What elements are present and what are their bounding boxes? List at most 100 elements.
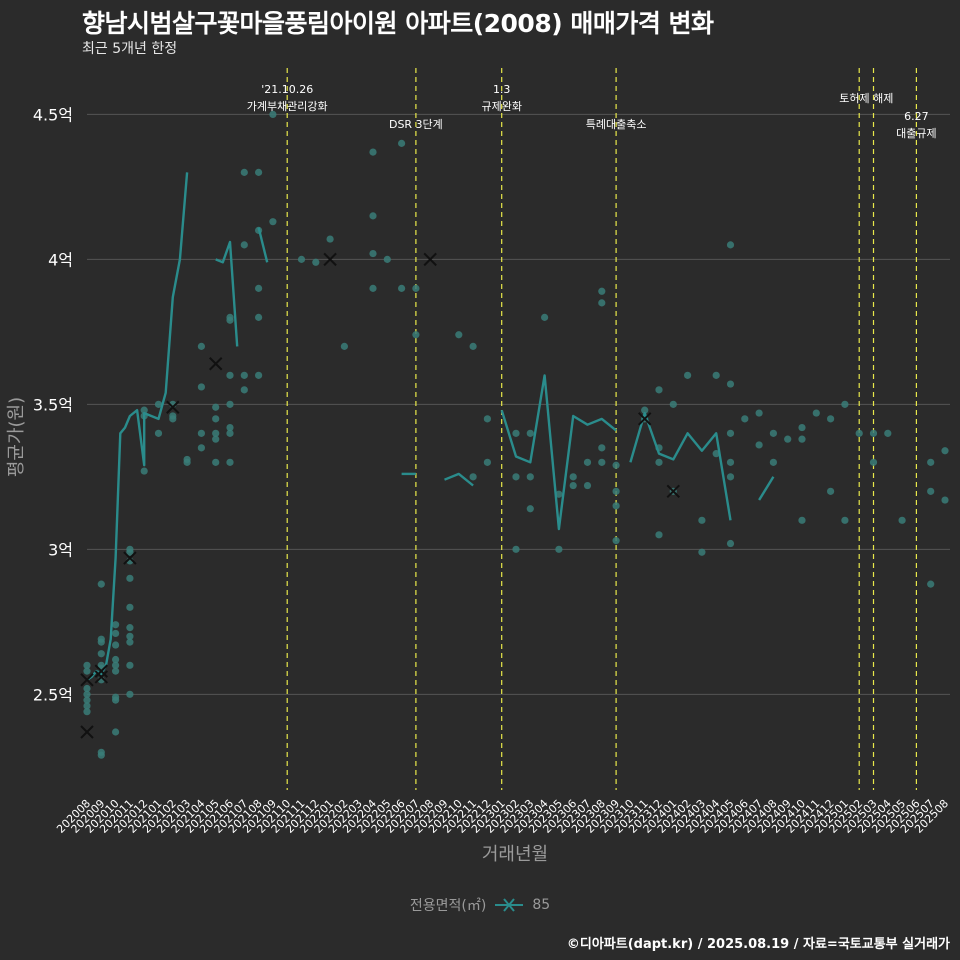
transaction-point bbox=[412, 331, 420, 339]
transaction-point bbox=[183, 455, 191, 464]
transaction-point bbox=[583, 481, 592, 490]
transaction-point bbox=[712, 450, 720, 458]
x-marker-stroke bbox=[94, 670, 109, 684]
x-marker-stroke bbox=[80, 725, 94, 739]
event-label: 6.27 bbox=[904, 110, 929, 123]
transaction-point bbox=[512, 429, 520, 437]
transaction-point bbox=[598, 299, 606, 307]
event-label: 특례대출축소 bbox=[586, 118, 647, 131]
transaction-point bbox=[140, 467, 148, 475]
transaction-point bbox=[827, 487, 835, 495]
transaction-point bbox=[197, 383, 205, 391]
transaction-point bbox=[612, 461, 620, 469]
transaction-point bbox=[255, 284, 263, 292]
transaction-point bbox=[369, 284, 377, 292]
transaction-point bbox=[297, 255, 306, 263]
event-label: 가계부채관리강화 bbox=[247, 100, 328, 113]
transaction-point bbox=[726, 458, 735, 466]
transaction-point bbox=[941, 447, 949, 455]
transaction-point bbox=[212, 458, 220, 466]
chart-subtitle: 최근 5개년 한정 bbox=[82, 41, 178, 57]
x-marker-stroke bbox=[666, 484, 681, 499]
transaction-point bbox=[698, 548, 706, 556]
transaction-point bbox=[83, 661, 91, 669]
transaction-point bbox=[798, 435, 806, 443]
transaction-point bbox=[226, 316, 234, 324]
y-tick-label: 3억 bbox=[48, 540, 73, 559]
transaction-point bbox=[798, 423, 806, 432]
legend-item-label: 85 bbox=[532, 897, 551, 913]
transaction-point bbox=[226, 423, 234, 432]
transaction-point bbox=[726, 241, 735, 249]
transaction-point bbox=[97, 580, 105, 588]
transaction-point bbox=[927, 580, 935, 588]
transaction-point bbox=[469, 342, 477, 350]
transaction-point bbox=[312, 258, 320, 266]
transaction-point bbox=[154, 429, 163, 437]
transaction-point bbox=[655, 458, 663, 466]
transaction-point bbox=[97, 638, 105, 646]
transaction-point bbox=[855, 429, 863, 437]
transaction-point bbox=[212, 403, 220, 411]
transaction-point bbox=[569, 481, 577, 490]
transaction-point bbox=[512, 545, 520, 553]
transaction-point bbox=[841, 516, 849, 524]
transaction-point bbox=[483, 458, 491, 466]
transaction-point bbox=[83, 667, 91, 675]
transaction-point bbox=[83, 702, 91, 710]
series-line-85 bbox=[86, 172, 189, 681]
transaction-point bbox=[269, 110, 277, 118]
transaction-point bbox=[369, 212, 377, 220]
transaction-point bbox=[869, 429, 878, 437]
transaction-point bbox=[126, 624, 134, 632]
transaction-point bbox=[326, 235, 334, 243]
x-marker bbox=[666, 484, 681, 499]
transaction-point bbox=[240, 386, 248, 394]
transaction-point bbox=[83, 708, 91, 716]
event-label: '21.10.26 bbox=[261, 83, 313, 96]
transaction-point bbox=[212, 415, 220, 423]
transaction-point bbox=[755, 441, 763, 449]
transaction-point bbox=[169, 415, 177, 423]
series-line-85 bbox=[500, 374, 617, 531]
transaction-point bbox=[83, 684, 91, 693]
event-label: 규제완화 bbox=[481, 100, 521, 113]
axis-layer: 2.5억3억3.5억4억4.5억202008202009202010202011… bbox=[33, 105, 951, 835]
transaction-point bbox=[112, 728, 120, 736]
transaction-point bbox=[884, 429, 892, 437]
event-label: DSR 3단계 bbox=[389, 118, 443, 131]
transaction-point bbox=[769, 458, 778, 466]
x-marker bbox=[80, 673, 94, 687]
transaction-point bbox=[755, 409, 763, 417]
transaction-point bbox=[226, 458, 234, 466]
transaction-point bbox=[126, 574, 134, 582]
y-tick-label: 2.5억 bbox=[33, 685, 73, 704]
transaction-point bbox=[383, 255, 391, 263]
transaction-point bbox=[869, 458, 878, 466]
x-axis-title: 거래년월 bbox=[482, 844, 548, 865]
transaction-point bbox=[126, 690, 134, 698]
transaction-point bbox=[112, 661, 120, 669]
transaction-point bbox=[398, 139, 406, 147]
transaction-point bbox=[612, 537, 620, 545]
transaction-point bbox=[197, 429, 205, 437]
x-marker-stroke bbox=[166, 400, 180, 414]
transaction-point bbox=[126, 661, 134, 669]
transaction-point bbox=[369, 148, 377, 156]
transaction-point bbox=[112, 629, 120, 638]
x-marker bbox=[323, 252, 337, 267]
series-line-85 bbox=[215, 240, 239, 347]
legend-title: 전용면적(㎡) bbox=[409, 898, 487, 914]
transaction-point bbox=[726, 539, 735, 548]
transaction-point bbox=[641, 406, 649, 414]
transaction-point bbox=[512, 473, 520, 481]
transaction-point bbox=[612, 502, 620, 510]
transaction-point bbox=[555, 490, 563, 498]
x-marker bbox=[94, 664, 109, 678]
event-label: 토허제 해제 bbox=[839, 91, 893, 105]
transaction-point bbox=[726, 429, 735, 437]
legend-key-icon bbox=[495, 898, 524, 912]
x-marker bbox=[208, 357, 223, 371]
